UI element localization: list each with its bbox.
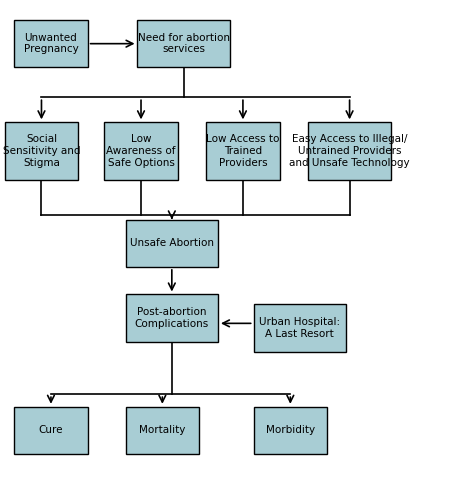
Text: Need for abortion
services: Need for abortion services [137, 33, 230, 54]
Text: Mortality: Mortality [139, 425, 185, 436]
Text: Unsafe Abortion: Unsafe Abortion [130, 238, 214, 249]
Text: Low
Awareness of
Safe Options: Low Awareness of Safe Options [106, 134, 176, 168]
Text: Social
Sensitivity and
Stigma: Social Sensitivity and Stigma [3, 134, 80, 168]
Text: Unwanted
Pregnancy: Unwanted Pregnancy [24, 33, 78, 54]
FancyBboxPatch shape [308, 122, 391, 180]
Text: Morbidity: Morbidity [266, 425, 315, 436]
FancyBboxPatch shape [104, 122, 178, 180]
Text: Low Access to
Trained
Providers: Low Access to Trained Providers [206, 134, 280, 168]
Text: Urban Hospital:
A Last Resort: Urban Hospital: A Last Resort [259, 317, 340, 339]
FancyBboxPatch shape [14, 407, 88, 454]
FancyBboxPatch shape [126, 407, 199, 454]
Text: Post-abortion
Complications: Post-abortion Complications [135, 307, 209, 329]
FancyBboxPatch shape [14, 20, 88, 67]
FancyBboxPatch shape [206, 122, 280, 180]
FancyBboxPatch shape [137, 20, 230, 67]
FancyBboxPatch shape [5, 122, 78, 180]
FancyBboxPatch shape [254, 407, 327, 454]
Text: Cure: Cure [39, 425, 63, 436]
FancyBboxPatch shape [254, 304, 346, 352]
Text: Easy Access to Illegal/
Untrained Providers
and Unsafe Technology: Easy Access to Illegal/ Untrained Provid… [289, 134, 410, 168]
FancyBboxPatch shape [126, 294, 218, 342]
FancyBboxPatch shape [126, 220, 218, 267]
